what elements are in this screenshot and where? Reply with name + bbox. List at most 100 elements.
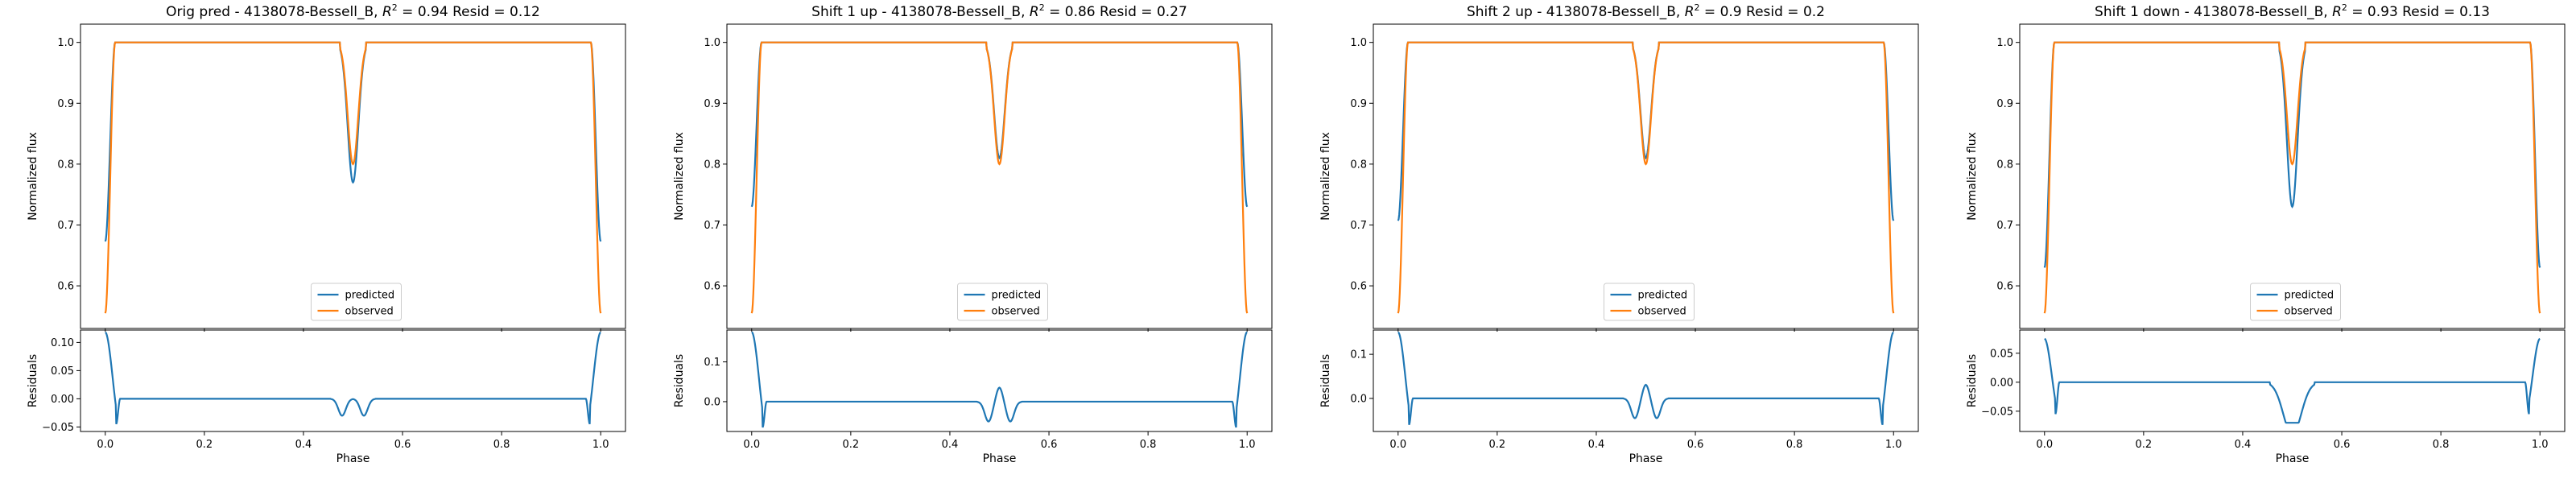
residual-axes: 0.0 0.1 0.0 0.2 0.4 0.6 0.8 1.0 Residuals Phase xyxy=(673,329,1273,465)
chart-title-prefix: Shift 2 up - 4138078-Bessell_B, xyxy=(1467,4,1685,20)
residual-xtick-label: 1.0 xyxy=(1239,439,1256,451)
main-axes: 0.6 0.7 0.8 0.9 1.0 Normalized flux predicted o… xyxy=(27,23,626,332)
chart-title-r-exp: 2 xyxy=(1039,2,1045,13)
residual-y-axis-label: Residuals xyxy=(27,354,39,407)
chart-title: Shift 1 down - 4138078-Bessell_B, R2 = 0… xyxy=(2095,2,2490,20)
residual-xtick-label: 0.6 xyxy=(1687,439,1704,451)
residual-xtick-label: 0.0 xyxy=(743,439,760,451)
residual-xtick-label: 0.8 xyxy=(1786,439,1803,451)
series-line-predicted xyxy=(1397,41,1895,221)
y-axis-label: Normalized flux xyxy=(1966,132,1979,221)
residual-xtick-label: 0.4 xyxy=(295,439,312,451)
chart-title-suffix: = 0.93 Resid = 0.13 xyxy=(2347,4,2490,20)
x-axis-label: Phase xyxy=(336,452,370,465)
residual-series-group xyxy=(751,331,1248,428)
legend-label-predicted: predicted xyxy=(345,290,395,302)
ytick-label: 1.0 xyxy=(704,37,720,49)
x-axis-label: Phase xyxy=(1629,452,1663,465)
ytick-label: 1.0 xyxy=(57,37,74,49)
residual-y-axis-label: Residuals xyxy=(1966,354,1979,407)
residual-ytick-label: 0.10 xyxy=(51,337,74,349)
chart-title-suffix: = 0.86 Resid = 0.27 xyxy=(1045,4,1187,20)
series-group xyxy=(2043,41,2541,314)
residual-frame xyxy=(2019,329,2566,432)
ytick-label: 0.6 xyxy=(1350,281,1367,293)
chart-title-r: R xyxy=(1685,4,1695,20)
residual-ytick-label: 0.05 xyxy=(51,365,74,378)
legend: predicted observed xyxy=(1604,283,1695,321)
chart-title-r-exp: 2 xyxy=(2342,2,2347,13)
ytick-label: 0.6 xyxy=(57,281,74,293)
ytick-label: 1.0 xyxy=(1996,37,2013,49)
residual-ytick-label: 0.05 xyxy=(1990,348,2013,360)
series-line-predicted xyxy=(2043,41,2541,268)
chart-title: Orig pred - 4138078-Bessell_B, R2 = 0.94… xyxy=(166,2,540,20)
residual-xtick-label: 0.6 xyxy=(2334,439,2351,451)
main-frame xyxy=(1373,23,1919,329)
ytick-label: 0.7 xyxy=(57,220,74,232)
residual-ytick-label: 0.00 xyxy=(1990,377,2013,389)
subplot-4: Shift 1 down - 4138078-Bessell_B, R2 = 0… xyxy=(1966,2,2566,465)
ytick-label: 1.0 xyxy=(1350,37,1367,49)
series-line-observed xyxy=(2043,41,2541,314)
residual-axes: −0.05 0.00 0.05 0.10 0.0 0.2 0.4 0.6 0.8 1.0 Resid… xyxy=(27,329,626,465)
residual-ytick-label: −0.05 xyxy=(1981,406,2013,418)
ytick-label: 0.8 xyxy=(57,159,74,171)
ytick-label: 0.6 xyxy=(1996,281,2013,293)
residual-xtick-label: 0.0 xyxy=(2036,439,2053,451)
residual-xtick-label: 0.0 xyxy=(97,439,114,451)
residual-xtick-label: 1.0 xyxy=(2532,439,2549,451)
ytick-label: 0.9 xyxy=(704,98,720,110)
legend-label-observed: observed xyxy=(2285,306,2333,318)
residual-xtick-label: 0.6 xyxy=(394,439,411,451)
chart-title-r-exp: 2 xyxy=(392,2,398,13)
legend-label-observed: observed xyxy=(345,306,394,318)
legend-label-observed: observed xyxy=(1638,306,1686,318)
chart-title: Shift 1 up - 4138078-Bessell_B, R2 = 0.8… xyxy=(811,2,1187,20)
residual-xtick-label: 0.4 xyxy=(1588,439,1605,451)
ytick-label: 0.8 xyxy=(1996,159,2013,171)
legend-label-predicted: predicted xyxy=(992,290,1042,302)
residual-xtick-label: 0.2 xyxy=(843,439,860,451)
legend: predicted observed xyxy=(957,283,1048,321)
y-axis-label: Normalized flux xyxy=(673,132,686,221)
residual-line xyxy=(751,331,1248,428)
chart-title-suffix: = 0.94 Resid = 0.12 xyxy=(398,4,540,20)
residual-ytick-label: 0.1 xyxy=(704,357,720,369)
residual-y-axis-label: Residuals xyxy=(673,354,686,407)
residual-ytick-label: 0.1 xyxy=(1350,349,1367,361)
residual-xtick-label: 0.4 xyxy=(942,439,959,451)
residual-xtick-label: 0.0 xyxy=(1389,439,1406,451)
residual-frame xyxy=(1373,329,1919,432)
series-line-observed xyxy=(104,41,602,314)
residual-frame xyxy=(80,329,626,432)
residual-frame xyxy=(726,329,1273,432)
series-line-predicted xyxy=(104,41,602,242)
ytick-label: 0.9 xyxy=(1996,98,2013,110)
chart-title-r-exp: 2 xyxy=(1695,2,1700,13)
legend-label-predicted: predicted xyxy=(2285,290,2334,302)
x-axis-label: Phase xyxy=(2276,452,2310,465)
series-group xyxy=(1397,41,1895,314)
series-line-observed xyxy=(1397,41,1895,314)
y-axis-label: Normalized flux xyxy=(27,132,39,221)
x-axis-label: Phase xyxy=(983,452,1017,465)
ytick-label: 0.9 xyxy=(57,98,74,110)
residual-ytick-label: 0.00 xyxy=(51,394,74,406)
residual-xtick-label: 0.2 xyxy=(196,439,213,451)
residual-xtick-label: 1.0 xyxy=(1885,439,1902,451)
ytick-label: 0.7 xyxy=(704,220,720,232)
chart-title-r: R xyxy=(2332,4,2342,20)
ytick-label: 0.9 xyxy=(1350,98,1367,110)
ytick-label: 0.8 xyxy=(1350,159,1367,171)
chart-title-prefix: Orig pred - 4138078-Bessell_B, xyxy=(166,4,382,20)
residual-xtick-label: 0.8 xyxy=(2433,439,2450,451)
residual-ytick-label: 0.0 xyxy=(704,396,720,408)
residual-axes: −0.05 0.00 0.05 0.0 0.2 0.4 0.6 0.8 1.0 Residuals… xyxy=(1966,329,2566,465)
residual-line xyxy=(1397,331,1894,426)
subplot-3: Shift 2 up - 4138078-Bessell_B, R2 = 0.9… xyxy=(1319,2,1919,465)
series-line-predicted xyxy=(750,41,1249,208)
legend-label-predicted: predicted xyxy=(1638,290,1688,302)
ytick-label: 0.7 xyxy=(1350,220,1367,232)
